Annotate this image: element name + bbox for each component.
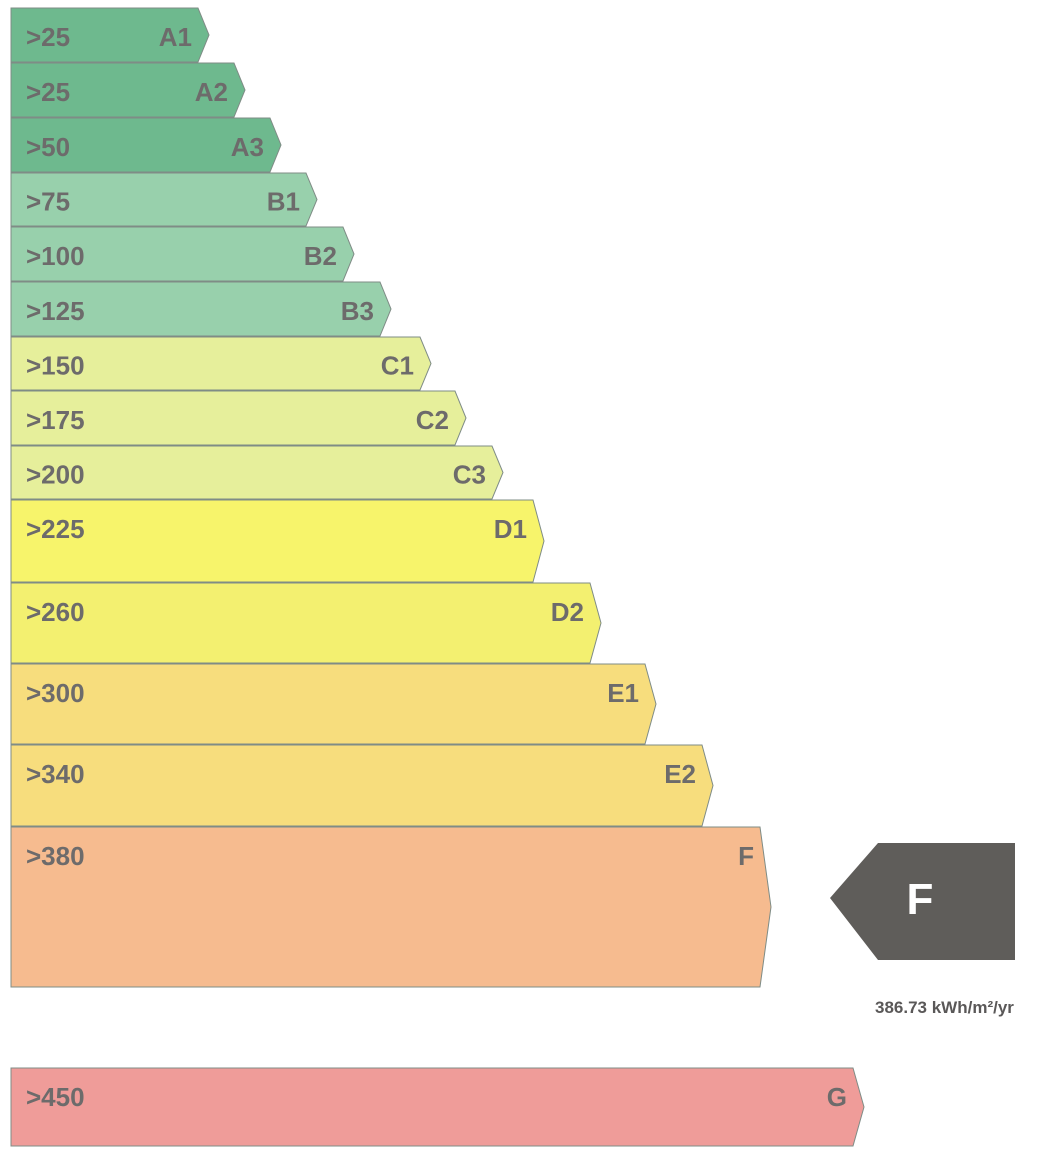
current-rating-indicator: F 386.73 kWh/m²/yr: [830, 843, 1015, 1017]
rating-band-letter: A3: [231, 132, 264, 162]
rating-band-threshold: >25: [26, 22, 70, 52]
rating-band-threshold: >300: [26, 678, 85, 708]
rating-band-b1: [10, 172, 318, 227]
rating-band-a1: [10, 7, 210, 63]
rating-band-a2: [10, 62, 246, 118]
rating-band-threshold: >75: [26, 187, 70, 217]
rating-band-letter: C3: [453, 460, 486, 490]
rating-band-letter: F: [738, 841, 754, 871]
rating-bands: >25 A1 >25 A2 >50 A3 >75 B1 >100 B2 >125 B3 >150 C1 >1…: [10, 7, 865, 1147]
rating-band-letter: G: [827, 1082, 847, 1112]
rating-band-letter: A1: [159, 22, 192, 52]
rating-band-threshold: >380: [26, 841, 85, 871]
rating-band-letter: D1: [494, 514, 527, 544]
rating-band-threshold: >150: [26, 351, 85, 381]
rating-band-threshold: >225: [26, 514, 85, 544]
rating-band-letter: B2: [304, 241, 337, 271]
rating-band-threshold: >175: [26, 405, 85, 435]
rating-band-letter: C1: [381, 351, 414, 381]
rating-band-letter: A2: [195, 77, 228, 107]
rating-band-threshold: >340: [26, 759, 85, 789]
rating-band-letter: B1: [267, 187, 300, 217]
rating-band-c1: [10, 336, 432, 391]
rating-band-b2: [10, 226, 355, 282]
rating-band-c3: [10, 445, 504, 500]
rating-band-d1: [10, 499, 545, 583]
rating-band-threshold: >450: [26, 1082, 85, 1112]
current-rating-letter: F: [907, 875, 934, 924]
rating-band-f: [10, 826, 772, 988]
rating-band-g: [10, 1067, 865, 1147]
rating-band-e1: [10, 663, 657, 745]
rating-band-letter: E2: [664, 759, 696, 789]
rating-band-c2: [10, 390, 467, 446]
rating-band-e2: [10, 744, 714, 827]
rating-band-letter: B3: [341, 296, 374, 326]
rating-band-d2: [10, 582, 602, 664]
rating-band-threshold: >125: [26, 296, 85, 326]
rating-band-a3: [10, 117, 282, 173]
rating-band-threshold: >50: [26, 132, 70, 162]
rating-band-letter: D2: [551, 597, 584, 627]
rating-band-threshold: >25: [26, 77, 70, 107]
rating-band-threshold: >100: [26, 241, 85, 271]
rating-band-b3: [10, 281, 392, 337]
rating-band-letter: C2: [416, 405, 449, 435]
rating-band-letter: E1: [607, 678, 639, 708]
current-rating-arrow: [830, 843, 1015, 960]
rating-band-threshold: >260: [26, 597, 85, 627]
rating-band-threshold: >200: [26, 460, 85, 490]
current-rating-value: 386.73 kWh/m²/yr: [875, 998, 1014, 1017]
